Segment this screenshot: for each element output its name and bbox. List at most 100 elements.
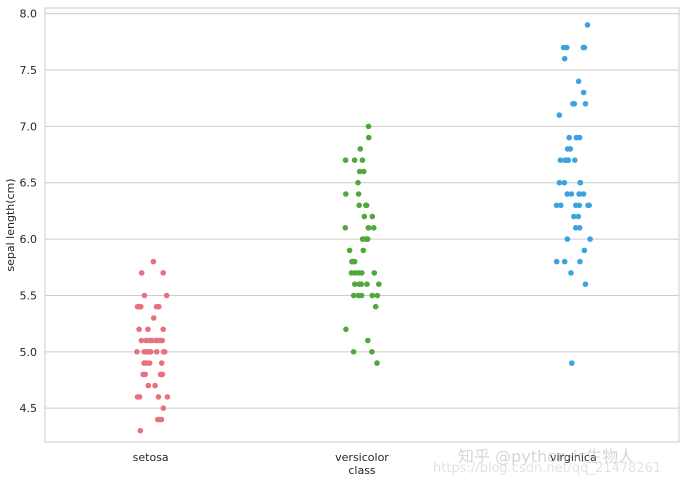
data-point-virginica	[570, 101, 576, 107]
data-point-virginica	[558, 202, 564, 209]
data-point-setosa	[136, 303, 143, 310]
watermark: 知乎 @python-ic生物人 https://blog.csdn.net/q…	[433, 447, 661, 476]
data-point-virginica	[587, 236, 593, 242]
data-points	[134, 22, 593, 434]
data-point-versicolor	[374, 292, 381, 299]
plot-area	[44, 7, 680, 443]
data-point-setosa	[150, 258, 157, 265]
y-tick-label: 7.0	[20, 120, 38, 133]
data-point-setosa	[134, 349, 140, 355]
data-point-versicolor	[356, 202, 363, 209]
y-tick-label: 4.5	[20, 402, 38, 415]
data-point-virginica	[564, 236, 571, 242]
y-tick-label: 5.0	[20, 346, 38, 359]
data-point-setosa	[163, 292, 170, 299]
data-point-virginica	[580, 191, 587, 197]
data-point-virginica	[561, 55, 568, 62]
data-point-virginica	[575, 78, 582, 85]
data-point-versicolor	[371, 225, 377, 231]
y-tick-label: 6.0	[20, 233, 38, 246]
data-point-versicolor	[361, 213, 368, 220]
data-point-versicolor	[352, 281, 358, 288]
data-point-virginica	[577, 179, 583, 186]
data-point-virginica	[565, 157, 572, 163]
data-point-versicolor	[355, 191, 362, 197]
data-point-virginica	[564, 191, 571, 197]
data-point-setosa	[136, 326, 142, 333]
data-point-versicolor	[357, 146, 364, 152]
data-point-virginica	[572, 225, 579, 231]
data-point-setosa	[141, 349, 147, 355]
data-point-versicolor	[366, 134, 372, 141]
x-tick-label: setosa	[133, 451, 169, 464]
data-point-virginica	[571, 213, 577, 220]
watermark-line2: https://blog.csdn.net/qq_21478261	[433, 461, 661, 476]
data-point-versicolor	[351, 157, 358, 163]
x-tick-label: virginica	[550, 451, 597, 464]
data-point-versicolor	[363, 202, 370, 209]
data-point-virginica	[556, 179, 563, 186]
data-point-versicolor	[359, 270, 365, 276]
data-point-versicolor	[350, 292, 357, 299]
data-point-setosa	[138, 270, 145, 276]
data-point-versicolor	[371, 270, 378, 276]
data-point-versicolor	[369, 292, 376, 299]
data-point-setosa	[160, 326, 166, 333]
data-point-versicolor	[361, 168, 367, 175]
data-point-setosa	[141, 292, 148, 299]
data-point-versicolor	[365, 225, 372, 231]
x-tick-labels: setosa versicolor virginica	[133, 451, 597, 464]
data-point-virginica	[582, 101, 589, 107]
data-point-virginica	[564, 146, 571, 152]
data-point-versicolor	[343, 191, 349, 197]
data-point-setosa	[160, 405, 167, 412]
data-point-versicolor	[372, 303, 379, 310]
data-point-setosa	[153, 349, 160, 355]
data-point-versicolor	[374, 360, 380, 366]
data-point-virginica	[560, 44, 567, 51]
data-point-setosa	[162, 349, 168, 355]
watermark-line1: 知乎 @python-ic生物人	[458, 447, 634, 466]
data-point-virginica	[572, 157, 578, 163]
data-point-setosa	[152, 382, 158, 389]
data-point-setosa	[159, 337, 166, 344]
data-point-versicolor	[342, 225, 349, 231]
data-point-setosa	[140, 371, 146, 378]
data-point-setosa	[145, 326, 151, 333]
data-point-setosa	[158, 360, 165, 366]
data-point-virginica	[580, 44, 587, 51]
data-point-virginica	[582, 281, 589, 288]
y-tick-label: 5.5	[20, 289, 38, 302]
data-point-virginica	[586, 202, 592, 209]
data-point-setosa	[155, 394, 162, 400]
data-point-virginica	[575, 213, 582, 220]
data-point-versicolor	[343, 326, 349, 333]
data-point-versicolor	[355, 292, 362, 299]
data-point-virginica	[566, 134, 572, 141]
y-tick-labels: 4.5 5.0 5.5 6.0 6.5 7.0 7.5 8.0	[20, 8, 38, 416]
data-point-virginica	[584, 22, 591, 28]
data-point-setosa	[143, 337, 149, 344]
data-point-setosa	[137, 427, 144, 434]
data-point-versicolor	[364, 281, 370, 288]
data-point-versicolor	[356, 168, 363, 175]
data-point-virginica	[568, 191, 575, 197]
data-point-virginica	[561, 179, 568, 186]
data-point-setosa	[145, 382, 152, 389]
data-point-virginica	[576, 225, 583, 231]
data-point-versicolor	[365, 337, 371, 344]
data-point-versicolor	[348, 270, 355, 276]
data-point-versicolor	[362, 236, 369, 242]
data-point-versicolor	[359, 157, 366, 163]
data-point-setosa	[145, 349, 152, 355]
data-point-virginica	[561, 258, 568, 265]
data-point-versicolor	[360, 247, 367, 254]
data-point-versicolor	[342, 157, 349, 163]
data-point-virginica	[557, 157, 564, 163]
data-point-setosa	[150, 315, 157, 321]
data-point-virginica	[576, 202, 583, 209]
data-point-setosa	[146, 360, 153, 366]
y-tick-label: 8.0	[20, 8, 38, 21]
data-point-virginica	[576, 191, 583, 197]
